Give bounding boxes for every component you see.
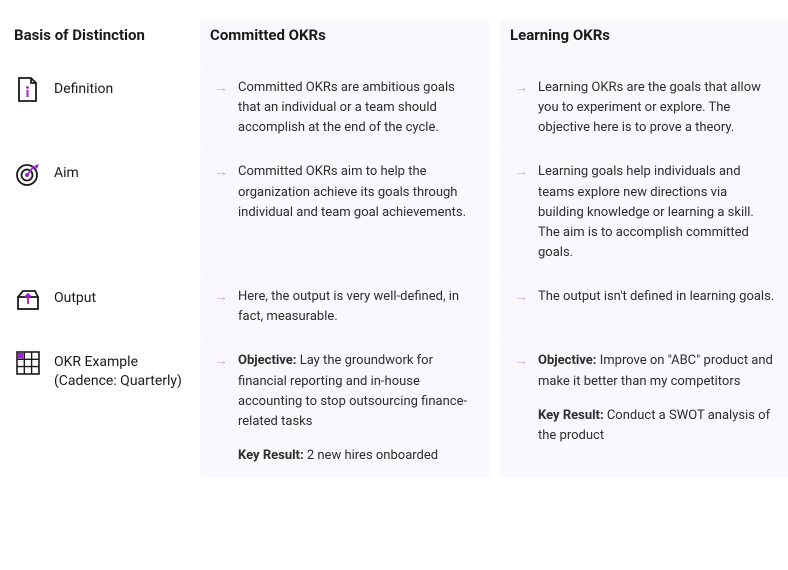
label-output: Output — [54, 285, 96, 308]
kr-label: Key Result: — [238, 448, 304, 463]
cell-committed-example: → Objective: Lay the groundwork for fina… — [200, 339, 490, 478]
label-definition: Definition — [54, 76, 113, 99]
cell-learning-output: → The output isn't defined in learning g… — [500, 275, 788, 339]
doc-info-icon — [14, 76, 42, 104]
text-committed-definition: Committed OKRs are ambitious goals that … — [238, 78, 476, 138]
cell-learning-definition: → Learning OKRs are the goals that allow… — [500, 66, 788, 150]
arrow-icon: → — [214, 352, 228, 369]
arrow-icon: → — [514, 79, 528, 96]
basis-aim: Aim — [14, 150, 190, 275]
arrow-icon: → — [214, 288, 228, 305]
label-aim: Aim — [54, 160, 79, 183]
basis-example: OKR Example (Cadence: Quarterly) — [14, 339, 190, 478]
cell-learning-aim: → Learning goals help individuals and te… — [500, 150, 788, 275]
cell-committed-aim: → Committed OKRs aim to help the organiz… — [200, 150, 490, 275]
arrow-icon: → — [214, 163, 228, 180]
grid-squares-icon — [14, 349, 42, 377]
cell-committed-definition: → Committed OKRs are ambitious goals tha… — [200, 66, 490, 150]
arrow-icon: → — [514, 352, 528, 369]
kr-label: Key Result: — [538, 408, 604, 423]
header-committed: Committed OKRs — [200, 20, 490, 66]
text-learning-definition: Learning OKRs are the goals that allow y… — [538, 78, 776, 138]
target-flag-icon — [14, 160, 42, 188]
basis-output: Output — [14, 275, 190, 339]
arrow-icon: → — [214, 79, 228, 96]
header-basis: Basis of Distinction — [14, 20, 190, 66]
cell-committed-output: → Here, the output is very well-defined,… — [200, 275, 490, 339]
kr-text: 2 new hires onboarded — [304, 448, 438, 463]
text-learning-example: Objective: Improve on "ABC" product and … — [538, 351, 776, 446]
cell-learning-example: → Objective: Improve on "ABC" product an… — [500, 339, 788, 478]
text-committed-output: Here, the output is very well-defined, i… — [238, 287, 476, 327]
comparison-table: Basis of Distinction Committed OKRs Lear… — [14, 20, 774, 478]
text-learning-output: The output isn't defined in learning goa… — [538, 287, 774, 307]
text-committed-aim: Committed OKRs aim to help the organizat… — [238, 162, 476, 222]
objective-label: Objective: — [538, 353, 596, 368]
output-box-icon — [14, 285, 42, 313]
label-example: OKR Example (Cadence: Quarterly) — [54, 349, 190, 391]
objective-label: Objective: — [238, 353, 296, 368]
text-committed-example: Objective: Lay the groundwork for financ… — [238, 351, 476, 466]
arrow-icon: → — [514, 288, 528, 305]
header-learning: Learning OKRs — [500, 20, 788, 66]
arrow-icon: → — [514, 163, 528, 180]
basis-definition: Definition — [14, 66, 190, 150]
text-learning-aim: Learning goals help individuals and team… — [538, 162, 776, 263]
